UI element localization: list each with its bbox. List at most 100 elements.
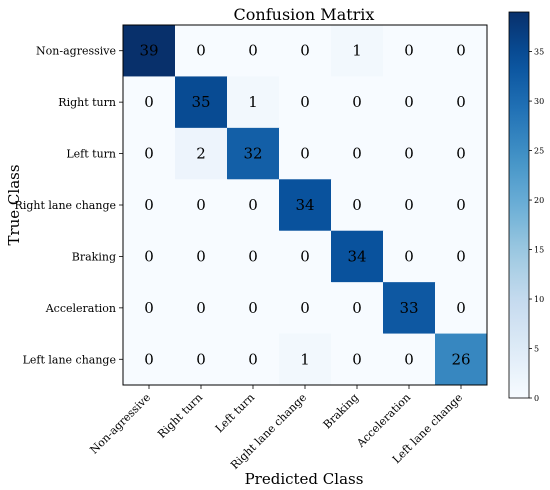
cell-value-label: 0	[352, 145, 362, 163]
heatmap-cell	[227, 127, 280, 180]
cell-value-label: 0	[144, 93, 154, 111]
heatmap-cell	[383, 25, 436, 77]
colorbar-ticks: 0 5 10 15 20 25 30 35	[529, 48, 544, 403]
heatmap-cell	[279, 333, 332, 386]
cell-value-label: 34	[347, 247, 366, 265]
cell-value-label: 0	[144, 350, 154, 368]
heatmap-cell	[383, 179, 436, 232]
heatmap-cell	[331, 179, 384, 232]
cell-value-label: 2	[196, 145, 206, 163]
heatmap-cell	[435, 127, 488, 180]
x-tick-label: Non-agressive	[87, 391, 153, 457]
cell-value-label: 0	[248, 42, 258, 60]
heatmap-cell	[383, 282, 436, 335]
cell-value-label: 0	[248, 247, 258, 265]
heatmap-cell	[279, 25, 332, 77]
cell-value-label: 0	[196, 350, 206, 368]
heatmap-cell	[227, 179, 280, 232]
cell-value-label: 0	[352, 93, 362, 111]
y-tick-label: Acceleration	[45, 302, 116, 315]
cell-value-label: 0	[144, 196, 154, 214]
y-tick-label: Left turn	[66, 148, 116, 161]
cell-value-label: 0	[248, 196, 258, 214]
cell-value-label: 34	[295, 196, 314, 214]
heatmap-cell	[175, 127, 228, 180]
heatmap-cell	[227, 25, 280, 77]
heatmap-cell	[123, 76, 176, 129]
heatmap-cell	[383, 230, 436, 283]
y-tick-label: Braking	[72, 250, 116, 263]
heatmap-cell	[175, 179, 228, 232]
y-tick-label: Left lane change	[23, 353, 116, 366]
heatmap-cell	[279, 282, 332, 335]
cell-value-label: 0	[144, 299, 154, 317]
cell-value-label: 0	[300, 42, 310, 60]
x-tick-label: Braking	[321, 391, 361, 431]
cell-value-label: 26	[451, 350, 470, 368]
cell-value-label: 0	[404, 247, 414, 265]
heatmap-cell	[175, 333, 228, 386]
heatmap-cell	[435, 76, 488, 129]
heatmap-cell	[383, 76, 436, 129]
colorbar-tick-label: 20	[534, 196, 544, 205]
heatmap-cells: 39 0 0 0 1 0 0 0 35 1 0 0 0 0 0 2 32 0 0 0 0 0 0 0 34 0 0 0 0 0 0 0 34 0 0…	[123, 25, 488, 386]
cell-value-label: 0	[248, 299, 258, 317]
heatmap-cell	[123, 230, 176, 283]
heatmap-cell	[279, 230, 332, 283]
heatmap-cell	[331, 282, 384, 335]
heatmap-cell	[123, 25, 176, 77]
cell-value-label: 0	[196, 196, 206, 214]
heatmap-cell	[383, 127, 436, 180]
cell-value-label: 35	[191, 93, 210, 111]
colorbar-tick-label: 15	[534, 246, 544, 255]
cell-value-label: 0	[196, 299, 206, 317]
cell-value-label: 0	[404, 93, 414, 111]
heatmap-cell	[435, 282, 488, 335]
heatmap-cell	[175, 282, 228, 335]
colorbar-tick-label: 5	[534, 345, 539, 354]
y-tick-label: Right lane change	[15, 199, 116, 212]
cell-value-label: 32	[243, 145, 262, 163]
cell-value-label: 0	[404, 145, 414, 163]
heatmap-cell	[123, 179, 176, 232]
cell-value-label: 0	[456, 42, 466, 60]
cell-value-label: 0	[248, 350, 258, 368]
cell-value-label: 39	[139, 42, 158, 60]
cell-value-label: 0	[456, 93, 466, 111]
y-axis-ticks: Non-agressive Right turn Left turn Right la…	[15, 45, 123, 366]
cell-value-label: 0	[300, 145, 310, 163]
heatmap-cell	[331, 333, 384, 386]
heatmap-cell	[331, 230, 384, 283]
cell-value-label: 0	[196, 247, 206, 265]
heatmap-cell	[435, 230, 488, 283]
cell-value-label: 0	[456, 145, 466, 163]
cell-value-label: 0	[456, 196, 466, 214]
heatmap-cell	[331, 127, 384, 180]
cell-value-label: 0	[404, 350, 414, 368]
cell-value-label: 0	[456, 247, 466, 265]
heatmap-cell	[123, 282, 176, 335]
colorbar-tick-label: 10	[534, 295, 544, 304]
chart-title: Confusion Matrix	[234, 5, 375, 24]
cell-value-label: 33	[399, 299, 418, 317]
cell-value-label: 0	[144, 145, 154, 163]
heatmap-cell	[227, 76, 280, 129]
cell-value-label: 1	[248, 93, 258, 111]
heatmap-cell	[227, 282, 280, 335]
heatmap-cell	[123, 333, 176, 386]
cell-value-label: 1	[352, 42, 362, 60]
cell-value-label: 0	[196, 42, 206, 60]
cell-value-label: 0	[404, 42, 414, 60]
y-tick-label: Right turn	[58, 96, 116, 109]
cell-value-label: 0	[144, 247, 154, 265]
heatmap-cell	[227, 333, 280, 386]
heatmap-cell	[435, 25, 488, 77]
cell-value-label: 0	[300, 247, 310, 265]
heatmap-cell	[331, 76, 384, 129]
colorbar	[508, 11, 530, 399]
colorbar-tick-label: 35	[534, 48, 544, 57]
x-axis-label: Predicted Class	[245, 470, 364, 488]
heatmap-cell	[383, 333, 436, 386]
